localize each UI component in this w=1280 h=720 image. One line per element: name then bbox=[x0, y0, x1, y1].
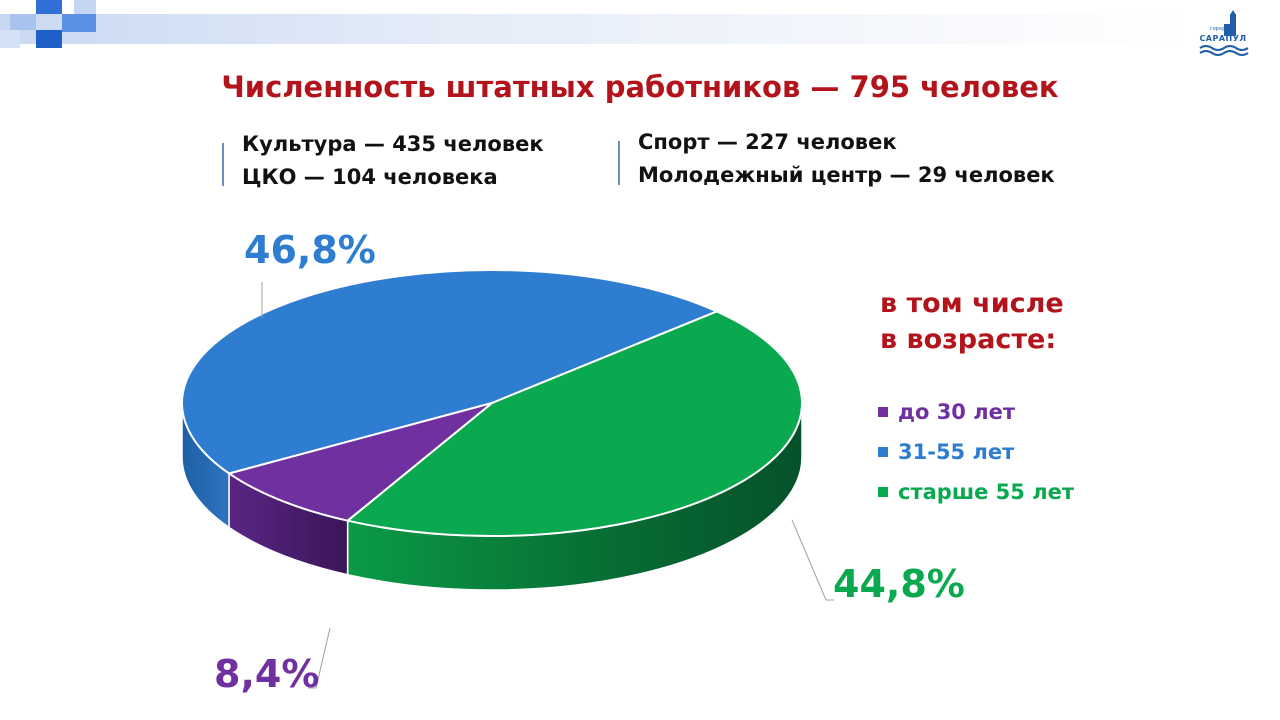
legend-item-over-55: старше 55 лет bbox=[878, 472, 1074, 512]
info-block-left: Культура — 435 человек ЦКО — 104 человек… bbox=[242, 128, 544, 194]
decor-square bbox=[10, 14, 36, 30]
legend-item-31-55: 31-55 лет bbox=[878, 432, 1074, 472]
legend-heading-line: в возрасте: bbox=[880, 324, 1057, 355]
legend-item-under-30: до 30 лет bbox=[878, 392, 1074, 432]
slide-title: Численность штатных работников — 795 чел… bbox=[221, 70, 1059, 104]
pie-slice-over-55 bbox=[346, 310, 803, 537]
header-gradient-strip bbox=[0, 14, 1190, 44]
info-block-right: Спорт — 227 человек Молодежный центр — 2… bbox=[638, 126, 1055, 192]
info-line: Культура — 435 человек bbox=[242, 132, 544, 156]
pie-slice-under-30 bbox=[228, 402, 493, 522]
decor-square bbox=[0, 30, 20, 48]
legend-heading: в том числе в возрасте: bbox=[880, 286, 1064, 358]
decor-square bbox=[62, 14, 96, 32]
pie-label-over-55: 44,8% bbox=[833, 562, 965, 606]
decor-square bbox=[36, 30, 62, 48]
legend-swatch bbox=[878, 407, 888, 417]
city-logo-icon: город bbox=[1199, 10, 1249, 56]
info-line: ЦКО — 104 человека bbox=[242, 165, 498, 189]
pie-label-31-55: 46,8% bbox=[244, 228, 376, 272]
info-divider bbox=[222, 143, 224, 186]
decor-square bbox=[36, 0, 62, 14]
pie-label-under-30: 8,4% bbox=[214, 652, 320, 696]
chart-legend: до 30 лет 31-55 лет старше 55 лет bbox=[878, 392, 1074, 512]
logo-text: САРАПУЛ bbox=[1199, 34, 1247, 43]
legend-label: 31-55 лет bbox=[898, 440, 1015, 464]
decor-square bbox=[74, 0, 96, 14]
legend-label: до 30 лет bbox=[898, 400, 1016, 424]
info-divider bbox=[618, 141, 620, 185]
pie-slice-31-55 bbox=[181, 269, 718, 475]
info-line: Молодежный центр — 29 человек bbox=[638, 163, 1055, 187]
leader-line-over-55 bbox=[791, 519, 834, 601]
legend-label: старше 55 лет bbox=[898, 480, 1075, 504]
leader-line-under-30 bbox=[308, 627, 331, 689]
legend-swatch bbox=[878, 447, 888, 457]
info-line: Спорт — 227 человек bbox=[638, 130, 897, 154]
legend-heading-line: в том числе bbox=[880, 288, 1064, 319]
logo-small-text: город bbox=[1210, 26, 1226, 32]
legend-swatch bbox=[878, 487, 888, 497]
